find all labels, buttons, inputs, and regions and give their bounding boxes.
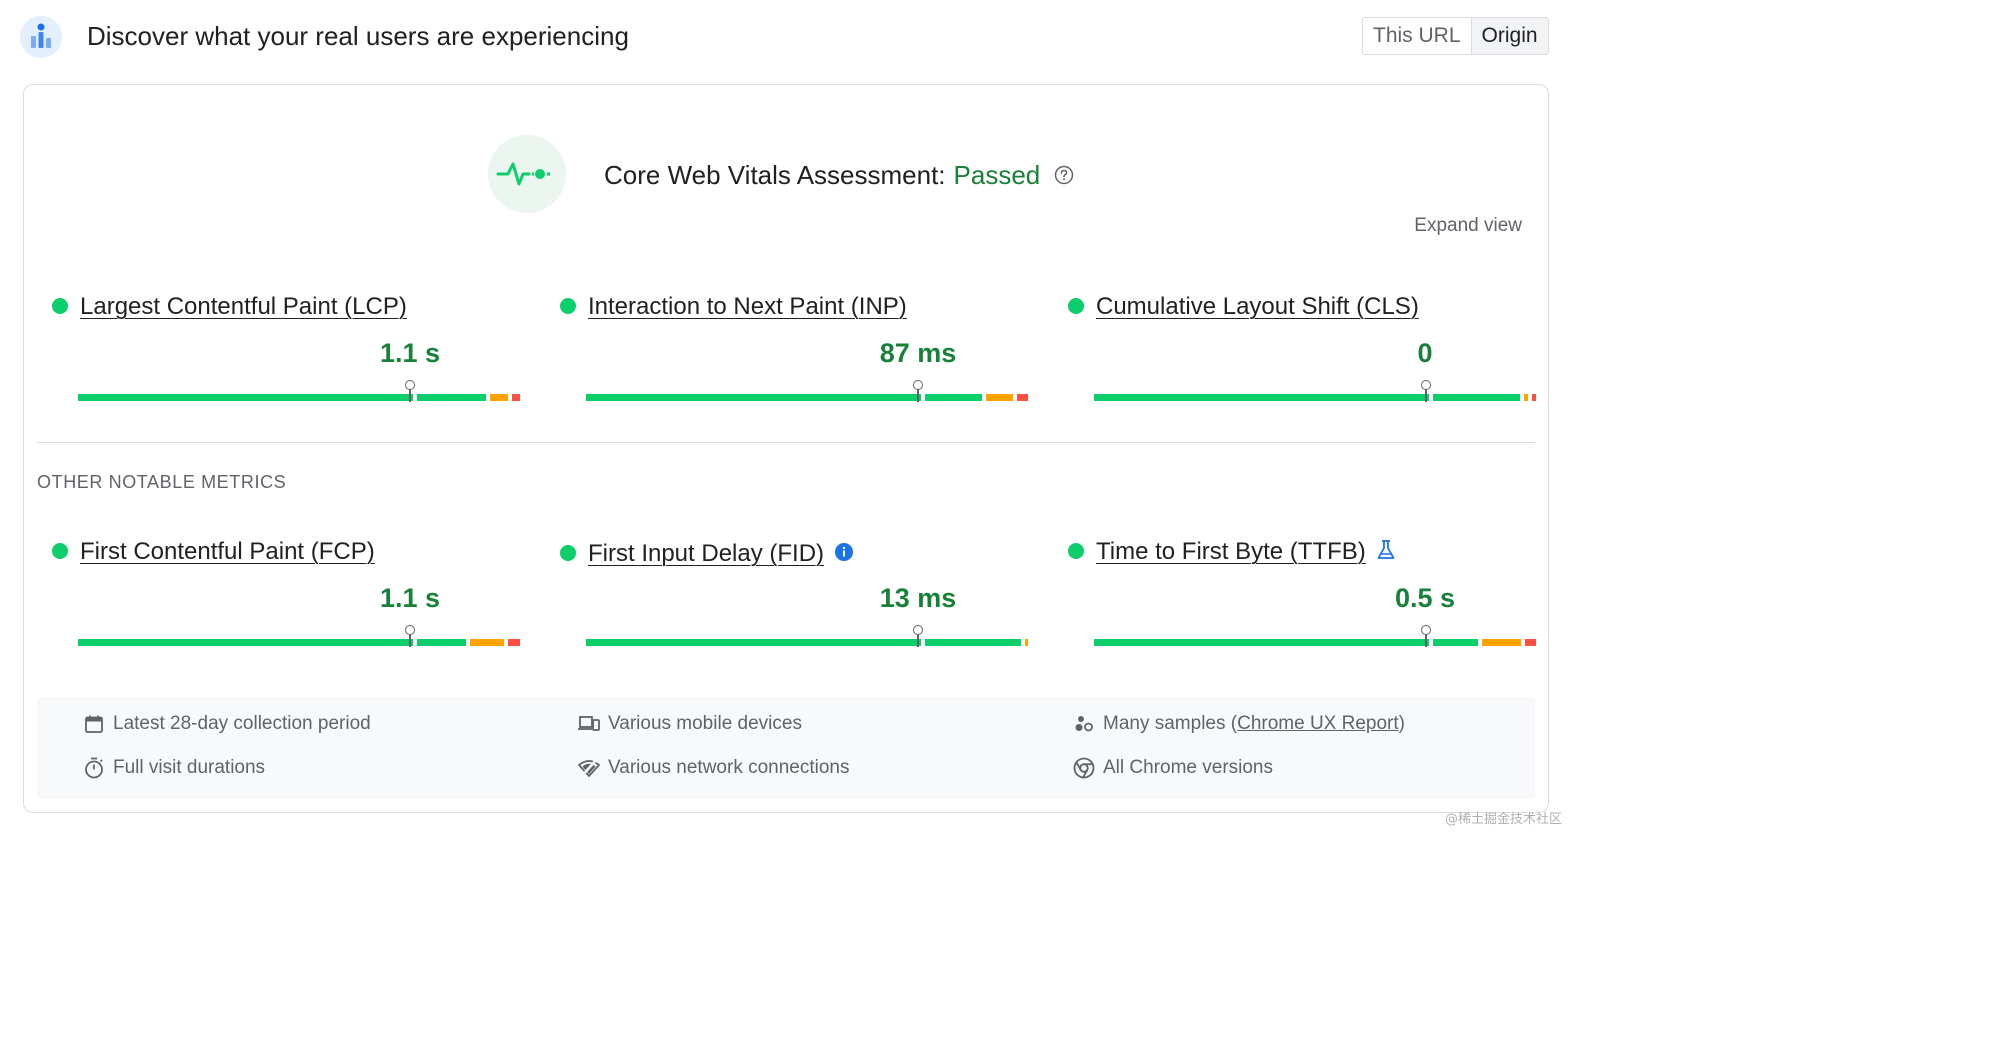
metric-inp: Interaction to Next Paint (INP) 87 ms xyxy=(560,290,1030,410)
metric-fcp: First Contentful Paint (FCP) 1.1 s xyxy=(52,535,522,655)
vitals-pulse-icon xyxy=(488,135,566,213)
p75-marker xyxy=(912,380,923,402)
metric-value-lcp: 1.1 s xyxy=(379,338,441,368)
metric-ttfb: Time to First Byte (TTFB) 0.5 s xyxy=(1068,535,1538,655)
p75-marker xyxy=(912,625,923,647)
metric-name-lcp[interactable]: Largest Contentful Paint (LCP) xyxy=(80,293,407,320)
url-origin-toggle: This URL Origin xyxy=(1362,17,1549,55)
marker-gap xyxy=(1428,639,1433,646)
network-info: Various network connections xyxy=(578,757,850,779)
good-status-dot xyxy=(560,545,576,561)
visit-duration-info: Full visit durations xyxy=(83,757,265,779)
metric-name-fid[interactable]: First Input Delay (FID) xyxy=(588,540,825,567)
needs-improvement-segment xyxy=(1024,639,1028,646)
good-segment xyxy=(586,394,983,401)
samples-icon xyxy=(1073,713,1095,735)
metric-fid: First Input Delay (FID) 13 ms xyxy=(560,537,1030,657)
help-icon[interactable] xyxy=(1054,165,1074,185)
section-divider xyxy=(37,442,1535,443)
p75-marker xyxy=(1420,625,1431,647)
metric-name-ttfb[interactable]: Time to First Byte (TTFB) xyxy=(1096,538,1366,565)
samples-info: Many samples (Chrome UX Report) xyxy=(1073,713,1405,735)
needs-improvement-segment xyxy=(470,639,504,646)
good-segment xyxy=(586,639,1021,646)
needs-improvement-segment xyxy=(489,394,509,401)
assessment-label: Core Web Vitals Assessment: xyxy=(604,160,946,190)
good-status-dot xyxy=(52,298,68,314)
metric-name-cls[interactable]: Cumulative Layout Shift (CLS) xyxy=(1096,293,1419,320)
page-title: Discover what your real users are experi… xyxy=(87,21,629,51)
metric-name-fcp[interactable]: First Contentful Paint (FCP) xyxy=(80,538,375,565)
chrome-ux-report-link[interactable]: Chrome UX Report xyxy=(1237,713,1399,734)
data-source-info: Latest 28-day collection period Various … xyxy=(37,697,1535,799)
metric-value-ttfb: 0.5 s xyxy=(1394,583,1456,613)
good-segment xyxy=(78,639,467,646)
assessment-status: Passed xyxy=(953,160,1041,190)
poor-segment xyxy=(512,394,520,401)
expand-view-button[interactable]: Expand view xyxy=(1414,215,1522,236)
watermark: @稀土掘金技术社区 xyxy=(1444,812,1562,827)
needs-improvement-segment xyxy=(986,394,1013,401)
metric-value-fcp: 1.1 s xyxy=(379,583,441,613)
distribution-bar-ttfb xyxy=(1094,625,1536,647)
metric-value-fid: 13 ms xyxy=(879,583,957,613)
good-segment xyxy=(78,394,486,401)
needs-improvement-segment xyxy=(1481,639,1522,646)
stopwatch-icon xyxy=(83,757,105,779)
marker-gap xyxy=(920,639,925,646)
collection-period-info: Latest 28-day collection period xyxy=(83,713,371,735)
origin-button[interactable]: Origin xyxy=(1470,18,1548,54)
cwv-assessment: Core Web Vitals Assessment: Passed xyxy=(604,158,1074,192)
poor-segment xyxy=(1525,639,1536,646)
p75-marker xyxy=(404,625,415,647)
info-icon[interactable] xyxy=(834,542,854,567)
field-data-card: Core Web Vitals Assessment: Passed Expan… xyxy=(23,84,1549,813)
devices-info: Various mobile devices xyxy=(578,713,802,735)
marker-gap xyxy=(412,639,417,646)
metric-value-inp: 87 ms xyxy=(879,338,957,368)
good-status-dot xyxy=(560,298,576,314)
network-icon xyxy=(578,757,600,779)
good-status-dot xyxy=(1068,298,1084,314)
marker-gap xyxy=(920,394,925,401)
poor-segment xyxy=(507,639,520,646)
crux-logo-icon xyxy=(20,16,62,58)
p75-marker xyxy=(404,380,415,402)
distribution-bar-fcp xyxy=(78,625,520,647)
good-status-dot xyxy=(1068,543,1084,559)
chrome-versions-info: All Chrome versions xyxy=(1073,757,1273,779)
this-url-button[interactable]: This URL xyxy=(1363,18,1471,54)
p75-marker xyxy=(1420,380,1431,402)
distribution-bar-fid xyxy=(586,625,1028,647)
metric-name-inp[interactable]: Interaction to Next Paint (INP) xyxy=(588,293,907,320)
distribution-bar-lcp xyxy=(78,380,520,402)
devices-icon xyxy=(578,713,600,735)
metric-value-cls: 0 xyxy=(1417,338,1433,368)
poor-segment xyxy=(1016,394,1028,401)
other-metrics-heading: OTHER NOTABLE METRICS xyxy=(37,472,287,492)
metric-lcp: Largest Contentful Paint (LCP) 1.1 s xyxy=(52,290,522,410)
metric-cls: Cumulative Layout Shift (CLS) 0 xyxy=(1068,290,1538,410)
good-status-dot xyxy=(52,543,68,559)
experimental-flask-icon xyxy=(1376,539,1396,566)
distribution-bar-inp xyxy=(586,380,1028,402)
marker-gap xyxy=(412,394,417,401)
chrome-icon xyxy=(1073,757,1095,779)
good-segment xyxy=(1094,639,1478,646)
needs-improvement-segment xyxy=(1524,394,1529,401)
distribution-bar-cls xyxy=(1094,380,1536,402)
marker-gap xyxy=(1428,394,1433,401)
poor-segment xyxy=(1532,394,1536,401)
good-segment xyxy=(1094,394,1521,401)
calendar-icon xyxy=(83,713,105,735)
